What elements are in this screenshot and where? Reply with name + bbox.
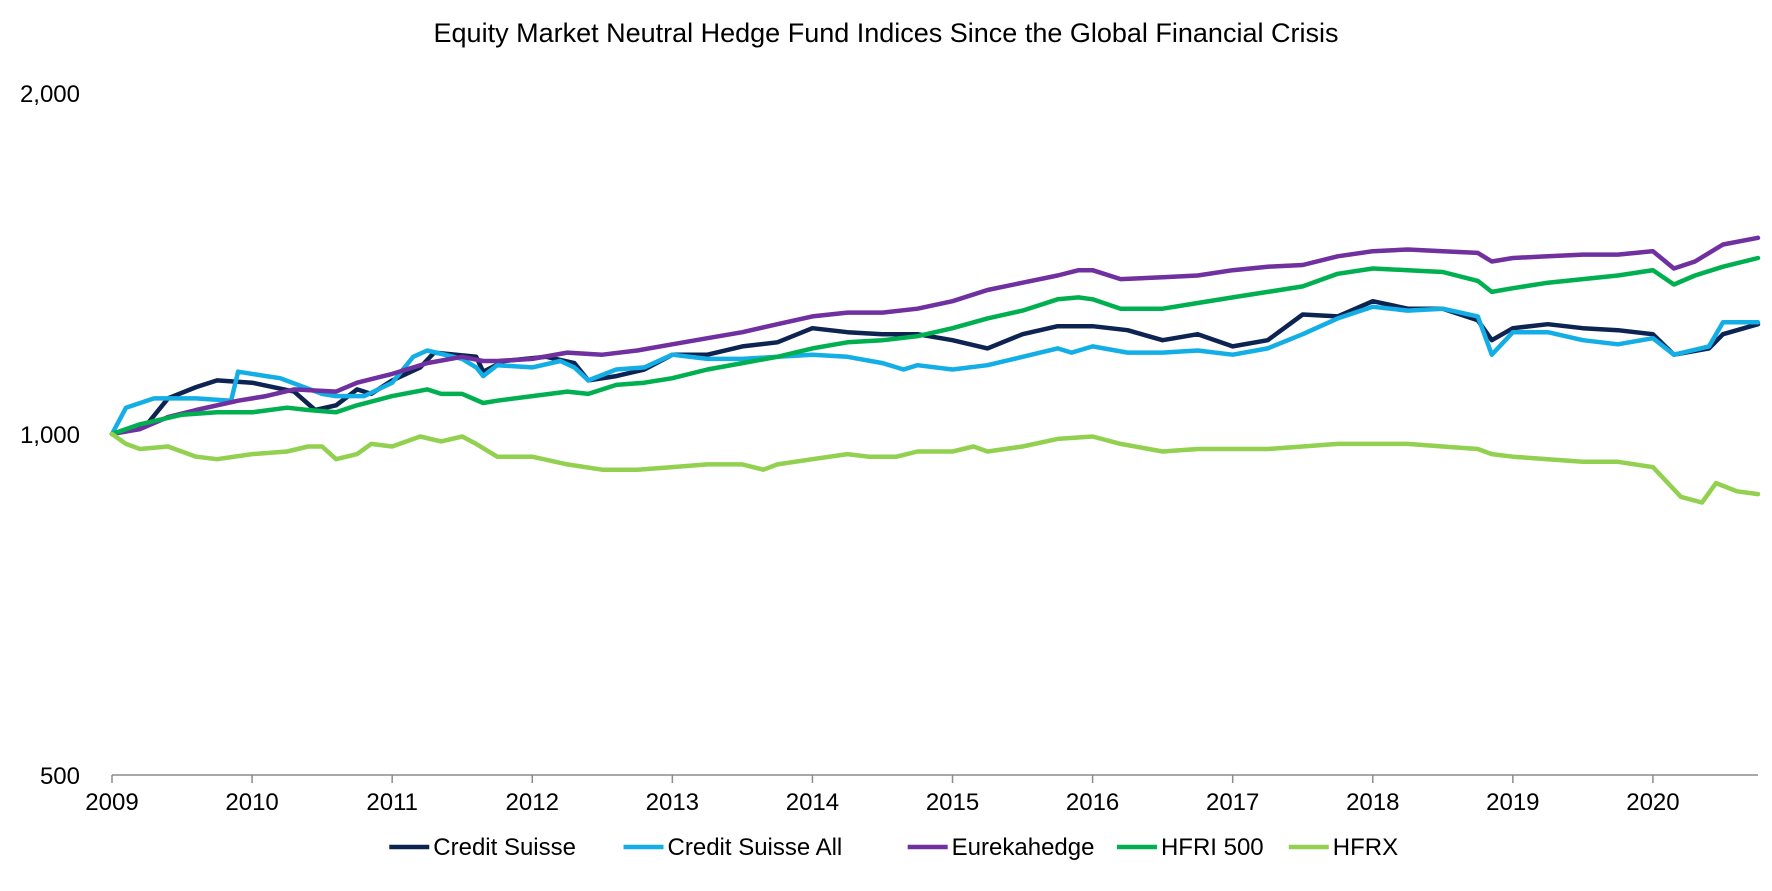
legend-item-credit-suisse-all: Credit Suisse All: [623, 834, 843, 861]
x-tick-label: 2015: [926, 789, 979, 816]
x-tick-label: 2016: [1066, 789, 1119, 816]
x-tick-label: 2019: [1486, 789, 1539, 816]
x-tick-label: 2013: [646, 789, 699, 816]
x-tick-label: 2018: [1346, 789, 1399, 816]
y-tick-label: 2,000: [20, 81, 80, 108]
legend-label: HFRX: [1333, 834, 1398, 861]
series-line-eurekahedge: [109, 235, 1761, 437]
chart-title: Equity Market Neutral Hedge Fund Indices…: [434, 18, 1339, 48]
x-tick-label: 2011: [366, 789, 418, 816]
series-lines: [109, 235, 1761, 505]
legend-item-hfri-500: HFRI 500: [1116, 834, 1264, 861]
x-tick-label: 2010: [225, 789, 278, 816]
legend-label: Credit Suisse: [433, 834, 576, 861]
x-tick-label: 2014: [786, 789, 839, 816]
x-tick-label: 2009: [85, 789, 138, 816]
y-tick-label: 1,000: [20, 422, 80, 449]
series-line-hfri-500: [109, 255, 1761, 437]
legend-item-eurekahedge: Eurekahedge: [907, 834, 1095, 861]
legend-label: Eurekahedge: [952, 834, 1095, 861]
series-line-hfrx: [109, 431, 1761, 505]
x-tick-label: 2017: [1206, 789, 1259, 816]
series-line-credit-suisse-all: [109, 304, 1761, 437]
x-tick-label: 2020: [1626, 789, 1679, 816]
legend-label: Credit Suisse All: [668, 834, 843, 861]
legend-item-credit-suisse: Credit Suisse: [389, 834, 576, 861]
legend-item-hfrx: HFRX: [1288, 834, 1398, 861]
y-tick-label: 500: [40, 763, 80, 790]
legend: Credit Suisse Credit Suisse All Eurekahedg…: [389, 834, 1398, 861]
x-tick-label: 2012: [506, 789, 559, 816]
axes: 500 1,000 2,000 2009 2010 2011 2012 2013 2014 201…: [20, 81, 1758, 816]
legend-label: HFRI 500: [1161, 834, 1264, 861]
series-line-credit-suisse: [109, 298, 1761, 437]
